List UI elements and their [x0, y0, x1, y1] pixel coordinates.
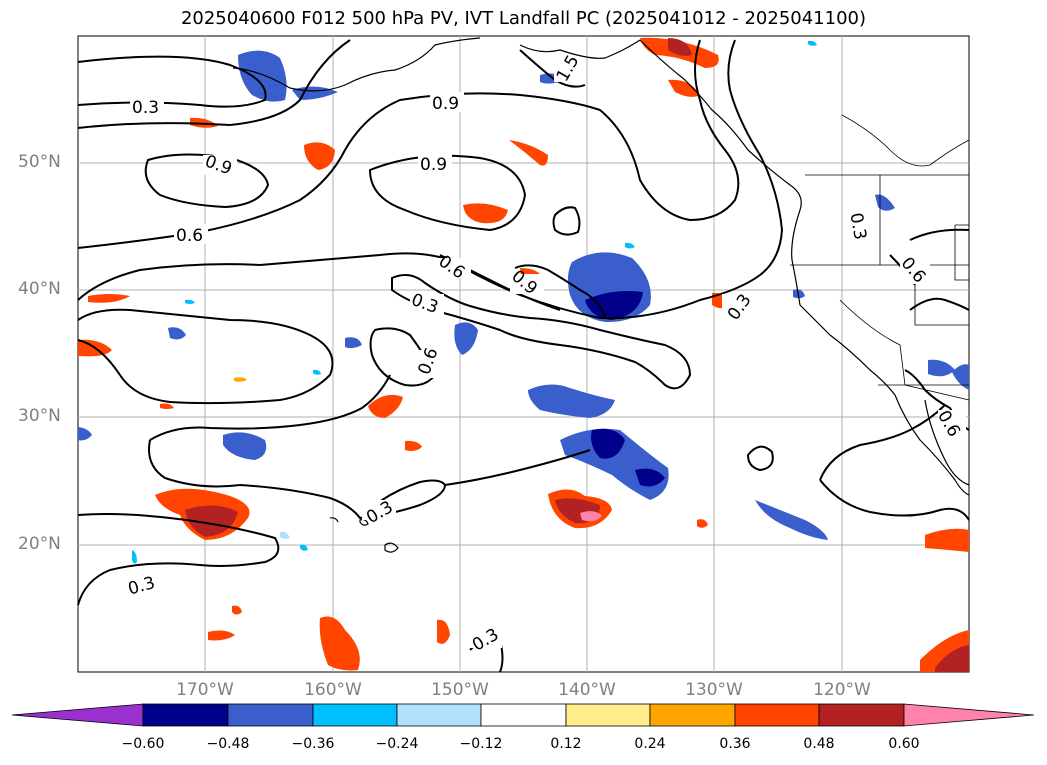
gridlines [78, 36, 969, 672]
contour-label: 0.3 [845, 211, 869, 241]
lon-label: 160°W [304, 680, 362, 700]
lat-label: 30°N [18, 406, 61, 426]
colorbar-over-extend [903, 703, 1035, 727]
colorbar [11, 703, 1035, 727]
contour-label: 0.3 [132, 98, 159, 118]
contour-label: 0.9 [420, 155, 447, 175]
lon-label: 150°W [431, 680, 489, 700]
colorbar-tick: −0.60 [121, 736, 165, 752]
pv-contours [77, 39, 970, 673]
boundaries [790, 114, 970, 401]
colorbar-tick: −0.36 [291, 736, 335, 752]
lat-label: 40°N [18, 279, 61, 299]
lon-label: 120°W [813, 680, 871, 700]
negative-anomaly-patches [78, 40, 969, 564]
colorbar-tick: −0.12 [459, 736, 503, 752]
colorbar-under-extend [11, 703, 144, 727]
lon-label: 130°W [685, 680, 743, 700]
colorbar-tick: 0.36 [719, 736, 751, 752]
colorbar-tick: 0.60 [888, 736, 920, 752]
colorbar-tick: 0.24 [634, 736, 666, 752]
colorbar-tick: 0.12 [550, 736, 582, 752]
map-frame [77, 35, 970, 673]
contour-label: 0.9 [432, 94, 459, 114]
lon-label: 170°W [176, 680, 234, 700]
lat-label: 20°N [18, 534, 61, 554]
map-title: 2025040600 F012 500 hPa PV, IVT Landfall… [180, 8, 867, 29]
contour-label: 0.6 [176, 226, 203, 246]
colorbar-tick: −0.24 [375, 736, 419, 752]
colorbar-tick: 0.48 [803, 736, 835, 752]
lon-label: 140°W [558, 680, 616, 700]
contour-labels: 0.3 0.9 0.9 0.9 0.6 0.6 0.9 0.3 0.6 0.3 … [125, 52, 966, 656]
lat-label: 50°N [18, 152, 61, 172]
colorbar-tick: −0.48 [206, 736, 250, 752]
